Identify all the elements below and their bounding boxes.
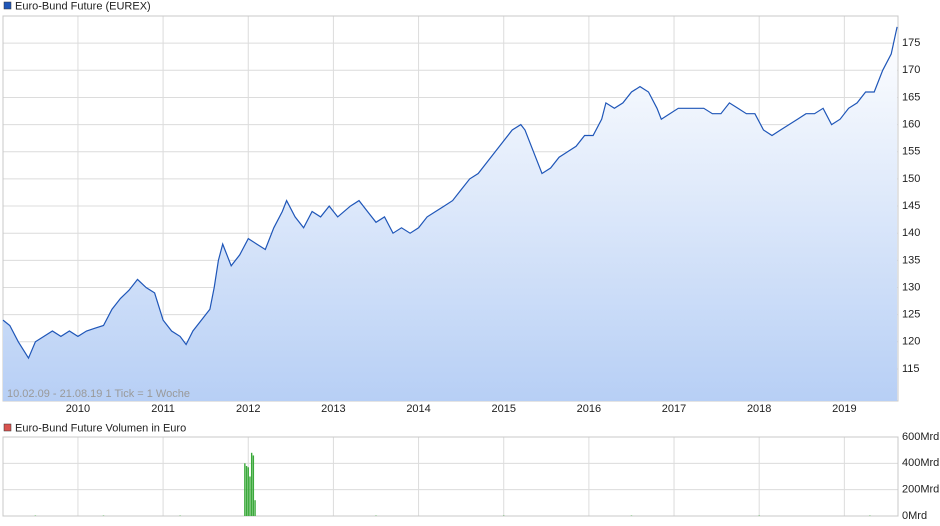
x-tick-label: 2012 — [236, 403, 260, 415]
y-tick-label: 175 — [902, 37, 920, 49]
y-tick-label: 165 — [902, 91, 920, 103]
legend-swatch — [3, 1, 12, 10]
x-tick-label: 2011 — [151, 403, 175, 415]
x-tick-label: 2019 — [832, 403, 856, 415]
legend-label: Euro-Bund Future (EUREX) — [15, 0, 151, 12]
y-tick-label: 200Mrd — [902, 484, 939, 496]
x-tick-label: 2016 — [577, 403, 601, 415]
x-tick-label: 2015 — [491, 403, 515, 415]
x-tick-label: 2013 — [321, 403, 345, 415]
y-tick-label: 150 — [902, 173, 920, 185]
y-tick-label: 155 — [902, 146, 920, 158]
y-tick-label: 145 — [902, 200, 920, 212]
y-tick-label: 115 — [902, 363, 920, 375]
volume-bar — [250, 452, 253, 516]
volume-bar — [245, 465, 248, 516]
y-tick-label: 125 — [902, 309, 920, 321]
y-tick-label: 600Mrd — [902, 431, 939, 443]
volume-bar — [244, 463, 246, 516]
volume-bar — [252, 455, 255, 516]
volume-bar — [254, 500, 256, 516]
x-tick-label: 2014 — [406, 403, 430, 415]
y-tick-label: 130 — [902, 281, 920, 293]
y-tick-label: 170 — [902, 64, 920, 76]
plot-frame — [2, 436, 899, 517]
y-tick-label: 140 — [902, 227, 920, 239]
volume-bar — [247, 467, 249, 516]
volume-bar — [249, 476, 251, 516]
price-line — [2, 26, 898, 360]
y-tick-label: 120 — [902, 336, 920, 348]
y-tick-label: 400Mrd — [902, 457, 939, 469]
x-tick-label: 2018 — [747, 403, 771, 415]
area-fill — [3, 26, 898, 402]
legend-label: Euro-Bund Future Volumen in Euro — [15, 422, 186, 434]
x-tick-label: 2017 — [662, 403, 686, 415]
y-tick-label: 0Mrd — [902, 510, 927, 522]
legend-swatch — [3, 423, 12, 432]
y-tick-label: 135 — [902, 254, 920, 266]
annotation: 10.02.09 - 21.08.19 1 Tick = 1 Woche — [7, 388, 190, 400]
x-tick-label: 2010 — [66, 403, 90, 415]
y-tick-label: 160 — [902, 119, 920, 131]
